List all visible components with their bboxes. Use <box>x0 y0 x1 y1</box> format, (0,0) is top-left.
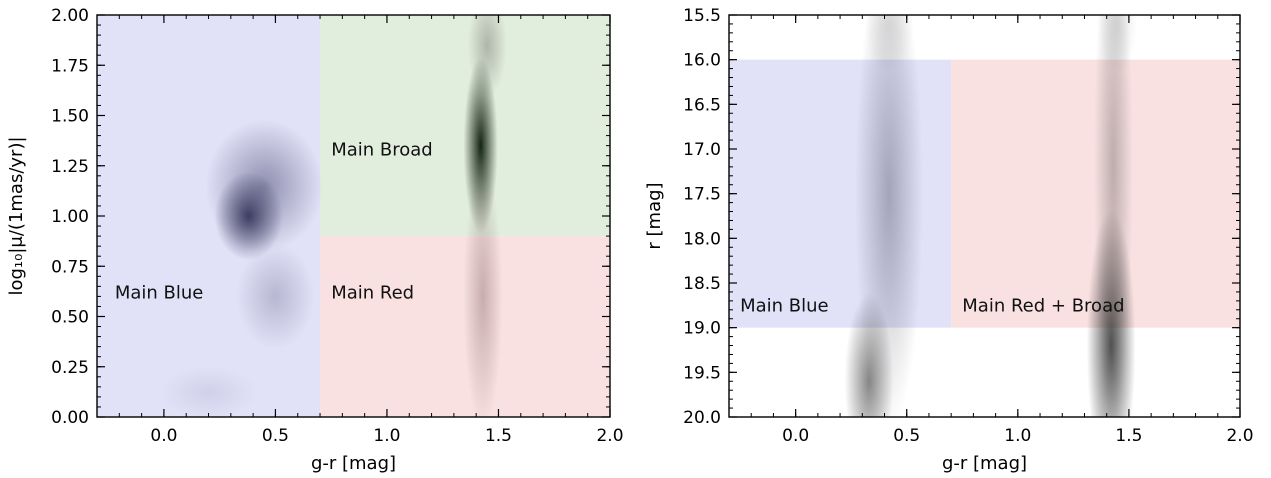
x-tick-label: 1.0 <box>1004 426 1031 446</box>
y-tick-label: 1.75 <box>51 56 89 76</box>
y-axis-label: log₁₀|μ/(1mas/yr)| <box>6 136 27 295</box>
y-tick-label: 0.00 <box>51 408 89 428</box>
y-tick-label: 1.50 <box>51 107 89 127</box>
x-tick-label: 2.0 <box>596 426 623 446</box>
y-tick-label: 16.5 <box>683 95 721 115</box>
y-tick-label: 0.25 <box>51 358 89 378</box>
y-tick-label: 17.0 <box>683 140 721 160</box>
density-clump <box>205 119 324 253</box>
y-tick-label: 0.75 <box>51 257 89 277</box>
y-tick-label: 20.0 <box>683 408 721 428</box>
density-clump <box>864 15 914 74</box>
x-tick-label: 0.0 <box>782 426 809 446</box>
y-tick-label: 16.0 <box>683 51 721 71</box>
density-clump <box>463 163 503 417</box>
y-tick-label: 17.5 <box>683 185 721 205</box>
y-tick-label: 2.00 <box>51 6 89 26</box>
x-tick-label: 1.0 <box>373 426 400 446</box>
region-label: Main Blue <box>740 295 829 316</box>
y-tick-label: 1.00 <box>51 207 89 227</box>
region-label: Main Red <box>331 282 414 303</box>
x-tick-label: 0.5 <box>262 426 289 446</box>
region-label: Main Red + Broad <box>962 295 1124 316</box>
plot-frame <box>728 14 1241 418</box>
plot-area <box>729 15 1240 417</box>
y-axis-label: r [mag] <box>644 182 665 249</box>
density-clump <box>159 366 258 417</box>
x-tick-label: 0.5 <box>893 426 920 446</box>
y-tick-label: 18.5 <box>683 274 721 294</box>
x-tick-label: 0.0 <box>150 426 177 446</box>
density-clump <box>1093 15 1133 417</box>
region-label: Main Blue <box>115 282 204 303</box>
chart-panel-1: Main Blue Main Broad Main Red 0.0 0.5 1.0 1.5 2… <box>6 6 624 474</box>
x-tick-label: 1.5 <box>1115 426 1142 446</box>
y-tick-label: 0.50 <box>51 308 89 328</box>
y-tick-label: 19.5 <box>683 363 721 383</box>
x-tick-label: 1.5 <box>485 426 512 446</box>
x-axis-label: g-r [mag] <box>311 453 396 474</box>
density-clump <box>236 243 315 350</box>
y-tick-label: 18.0 <box>683 229 721 249</box>
plot-area <box>97 15 610 417</box>
density-clump <box>854 15 924 417</box>
density-clump <box>1098 15 1138 74</box>
y-tick-label: 19.0 <box>683 319 721 339</box>
x-tick-label: 2.0 <box>1226 426 1253 446</box>
y-tick-label: 1.25 <box>51 157 89 177</box>
density-clump <box>467 15 507 99</box>
y-tick-label: 15.5 <box>683 6 721 26</box>
region-label: Main Broad <box>331 140 433 161</box>
x-axis-label: g-r [mag] <box>942 453 1027 474</box>
chart-panel-2: Main Blue Main Red + Broad 0.0 0.5 1.0 1.5 2.0… <box>644 6 1254 474</box>
